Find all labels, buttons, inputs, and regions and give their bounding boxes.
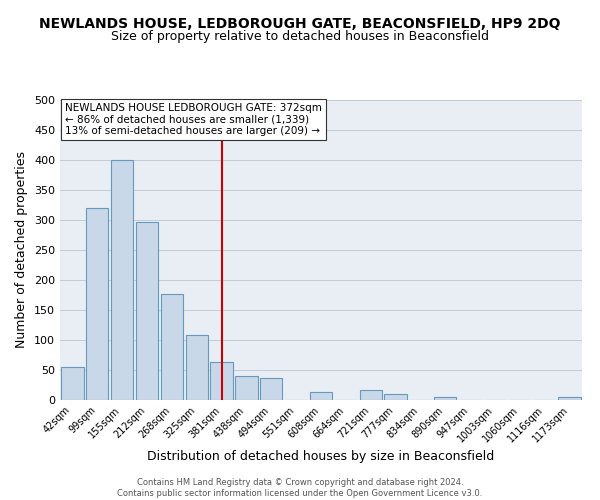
Text: Contains HM Land Registry data © Crown copyright and database right 2024.
Contai: Contains HM Land Registry data © Crown c… xyxy=(118,478,482,498)
Bar xyxy=(385,394,407,400)
Bar xyxy=(86,208,109,400)
Bar xyxy=(161,294,183,400)
Bar xyxy=(359,390,382,400)
Bar xyxy=(260,378,283,400)
Text: NEWLANDS HOUSE LEDBOROUGH GATE: 372sqm
← 86% of detached houses are smaller (1,3: NEWLANDS HOUSE LEDBOROUGH GATE: 372sqm ←… xyxy=(65,103,322,136)
X-axis label: Distribution of detached houses by size in Beaconsfield: Distribution of detached houses by size … xyxy=(148,450,494,462)
Bar xyxy=(211,362,233,400)
Bar xyxy=(310,392,332,400)
Bar xyxy=(111,160,133,400)
Y-axis label: Number of detached properties: Number of detached properties xyxy=(16,152,28,348)
Bar xyxy=(235,376,257,400)
Bar xyxy=(434,397,457,400)
Bar xyxy=(559,397,581,400)
Text: NEWLANDS HOUSE, LEDBOROUGH GATE, BEACONSFIELD, HP9 2DQ: NEWLANDS HOUSE, LEDBOROUGH GATE, BEACONS… xyxy=(39,18,561,32)
Bar xyxy=(136,222,158,400)
Text: Size of property relative to detached houses in Beaconsfield: Size of property relative to detached ho… xyxy=(111,30,489,43)
Bar xyxy=(185,335,208,400)
Bar xyxy=(61,367,83,400)
